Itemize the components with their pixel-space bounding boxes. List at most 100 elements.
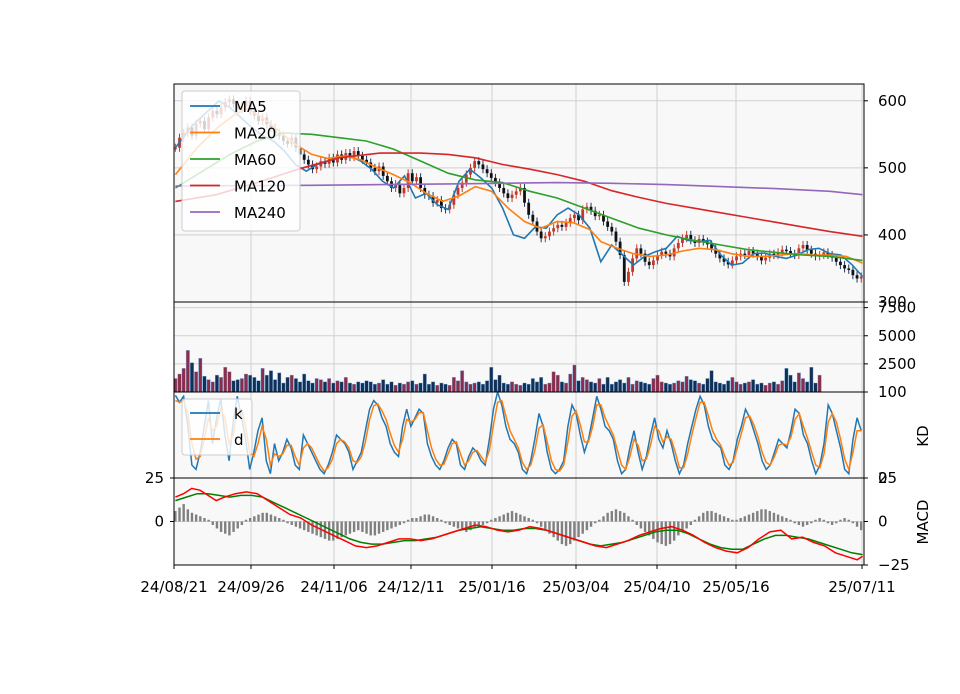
volume-bar (551, 371, 556, 393)
volume-bar (318, 379, 323, 393)
macd-hist-bar (781, 516, 784, 522)
macd-hist-bar (440, 519, 443, 522)
volume-bar (277, 372, 282, 393)
volume-bar (663, 382, 668, 393)
tick-label-price: 500 (878, 159, 907, 177)
candle-body (780, 249, 784, 253)
macd-hist-bar (830, 521, 834, 525)
volume-bar (597, 378, 602, 393)
candle-body (518, 187, 522, 192)
volume-bar (564, 382, 568, 393)
x-tick-label: 24/09/26 (217, 578, 284, 596)
candle-body (435, 200, 439, 203)
volume-bar (190, 362, 194, 393)
macd-hist-bar (801, 521, 805, 527)
macd-hist-bar (178, 507, 181, 522)
macd-hist-bar (402, 521, 406, 524)
legend-label-ma20: MA20 (234, 125, 276, 143)
volume-bar (730, 377, 735, 393)
candle-body (572, 214, 576, 219)
volume-bar (451, 377, 456, 393)
volume-bar (406, 381, 411, 393)
candle-body (639, 248, 643, 254)
volume-bar (489, 367, 494, 393)
macd-hist-bar (519, 514, 522, 522)
volume-bar (447, 385, 452, 393)
macd-hist-bar (593, 521, 597, 524)
macd-hist-bar (340, 521, 343, 538)
macd-hist-bar (269, 514, 273, 522)
candle-body (676, 242, 680, 249)
candle-body (751, 251, 755, 254)
macd-hist-bar (431, 516, 435, 522)
candle-body (361, 155, 364, 160)
volume-bar (339, 381, 344, 393)
macd-hist-bar (244, 519, 248, 522)
candle-body (726, 261, 730, 265)
candle-body (464, 174, 468, 183)
volume-bar (435, 385, 440, 393)
volume-bar (693, 380, 697, 393)
volume-bar (547, 382, 552, 393)
volume-bar (381, 379, 386, 393)
candle-body (523, 187, 526, 203)
volume-bar (497, 374, 502, 393)
candle-body (618, 241, 622, 256)
macd-hist-bar (207, 519, 210, 522)
macd-hist-bar (731, 519, 734, 522)
volume-bar (555, 374, 560, 393)
candle-body (718, 253, 722, 259)
volume-bar (219, 377, 223, 393)
candle-body (548, 231, 551, 237)
volume-bar (310, 382, 315, 393)
candle-body (527, 202, 531, 215)
volume-bar (535, 381, 539, 393)
volume-bar (726, 380, 731, 393)
macd-hist-bar (718, 514, 722, 522)
macd-hist-bar (477, 521, 480, 527)
macd-hist-bar (494, 518, 497, 522)
candle-body (423, 187, 427, 195)
volume-bar (614, 381, 618, 393)
macd-hist-bar (386, 521, 389, 531)
volume-bar (643, 382, 647, 393)
candle-body (552, 228, 556, 232)
macd-hist-bar (851, 521, 855, 524)
candle-body (564, 222, 568, 227)
macd-hist-bar (352, 521, 356, 532)
volume-bar (377, 382, 381, 393)
volume-bar (539, 377, 544, 393)
volume-bar (202, 376, 207, 393)
macd-hist-bar (602, 516, 605, 522)
macd-hist-bar (290, 521, 293, 525)
volume-bar (422, 373, 427, 393)
candle-body (622, 255, 626, 282)
macd-hist-bar (855, 521, 859, 527)
candle-body (643, 253, 647, 262)
macd-hist-bar (826, 521, 830, 524)
volume-bar (285, 377, 290, 393)
axis-label-macd: MACD (914, 500, 932, 545)
volume-bar (584, 379, 589, 393)
macd-hist-bar (381, 521, 385, 532)
macd-hist-bar (460, 521, 464, 531)
volume-bar (514, 383, 519, 393)
candle-body (826, 252, 830, 256)
volume-bar (476, 381, 481, 393)
macd-hist-bar (228, 521, 231, 536)
macd-hist-bar (614, 509, 618, 522)
macd-hist-bar (298, 521, 302, 529)
macd-hist-bar (726, 518, 730, 522)
macd-hist-bar (203, 518, 206, 522)
macd-hist-bar (515, 512, 518, 522)
tick-label-macd: −25 (878, 556, 910, 574)
volume-bar (368, 381, 373, 393)
macd-hist-bar (847, 519, 850, 522)
volume-bar (647, 383, 652, 393)
macd-hist-bar (768, 511, 771, 522)
volume-bar (298, 381, 302, 393)
volume-bar (210, 381, 215, 393)
volume-bar (543, 383, 548, 393)
macd-hist-bar (585, 521, 589, 531)
